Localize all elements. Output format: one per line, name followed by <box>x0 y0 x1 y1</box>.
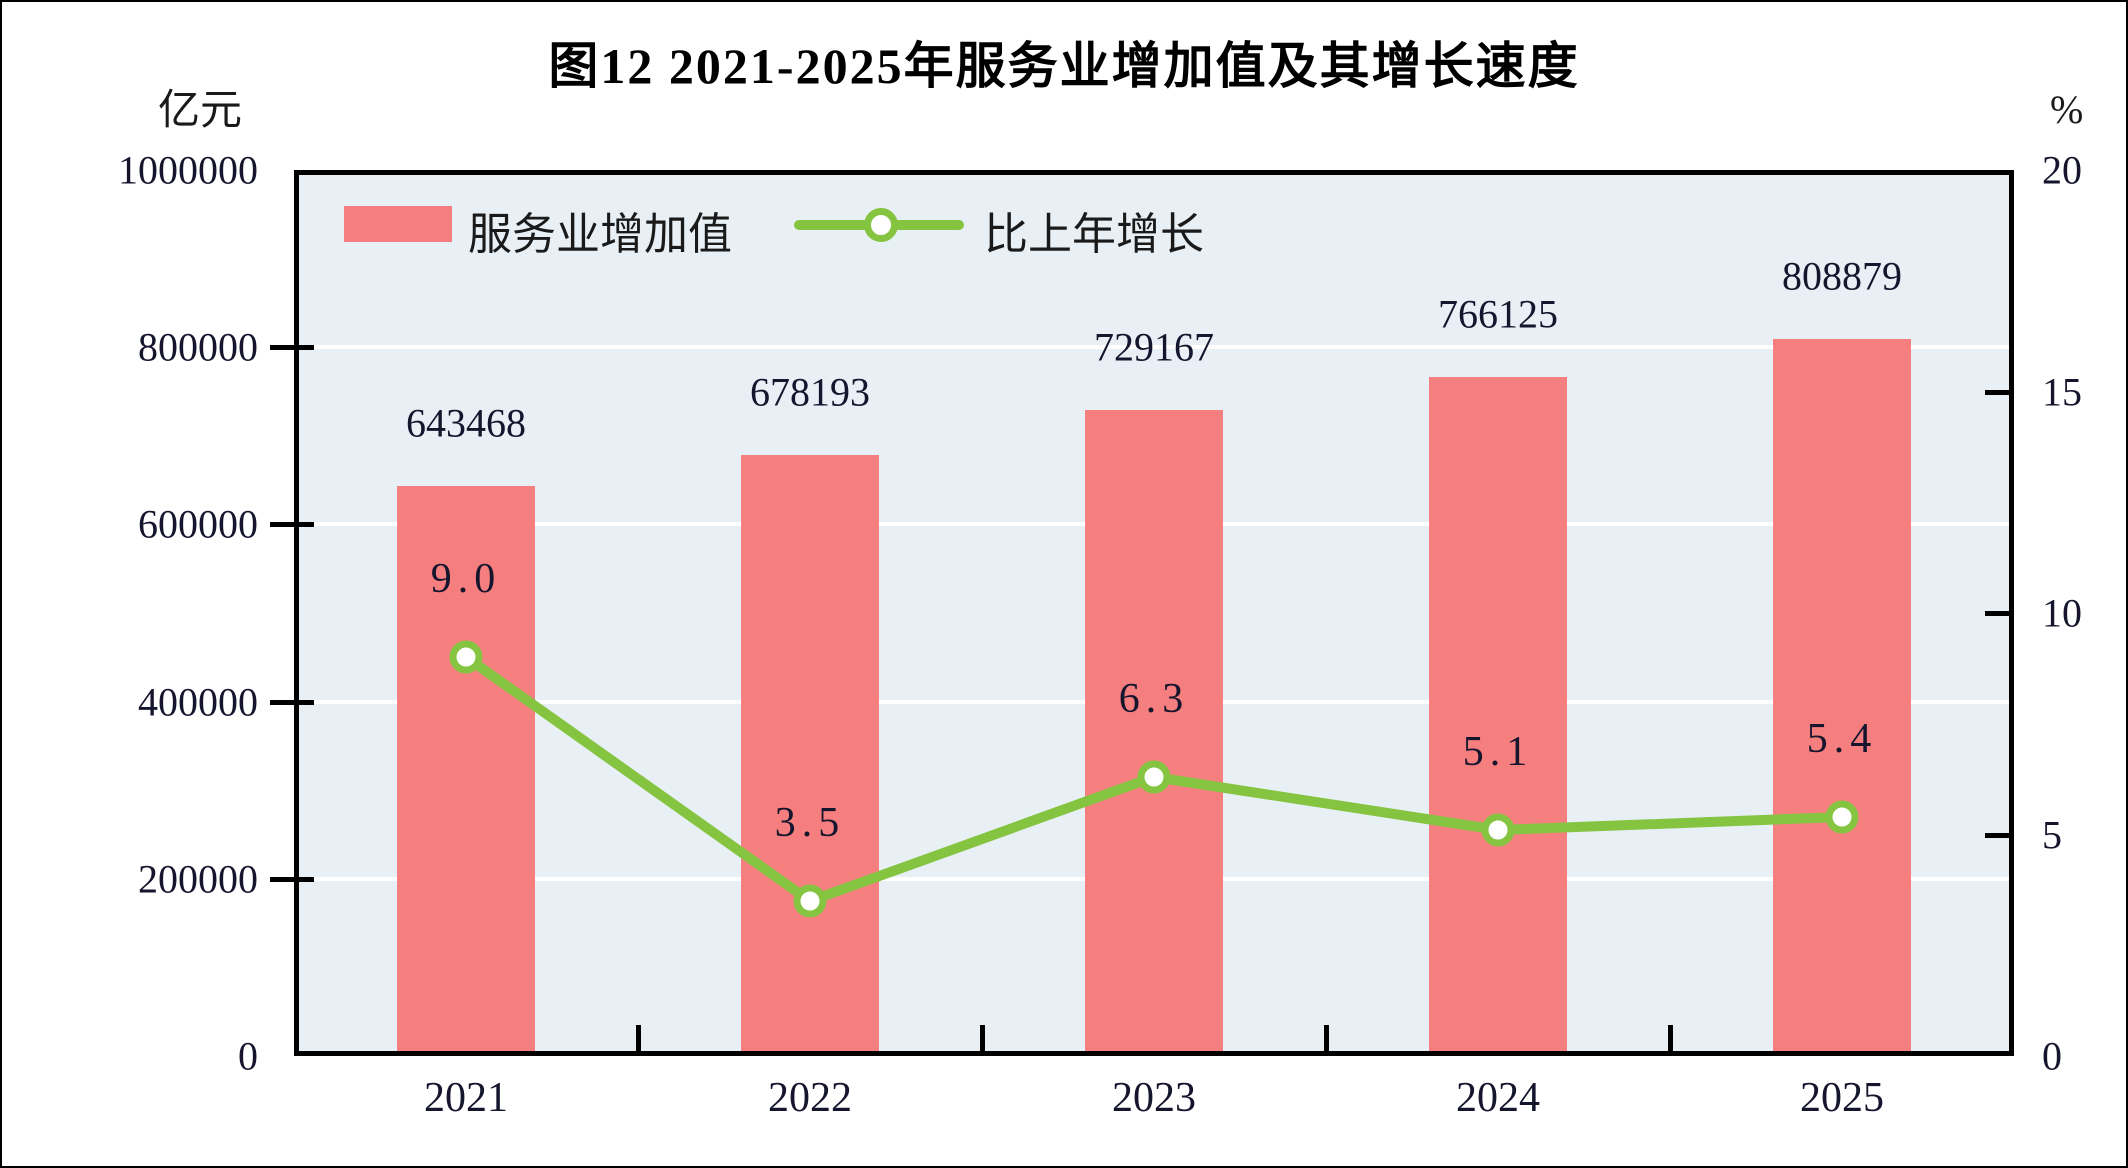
chart-title: 图12 2021-2025年服务业增加值及其增长速度 <box>548 38 1580 94</box>
x-tick-label-2021: 2021 <box>424 1075 508 1121</box>
growth-marker-2022 <box>793 884 827 918</box>
growth-marker-2023 <box>1137 760 1171 794</box>
right-axis-tick <box>1985 833 2009 838</box>
left-axis-tick-label: 600000 <box>138 501 258 547</box>
left-axis-tick-label: 400000 <box>138 679 258 725</box>
growth-line-layer <box>449 640 1859 918</box>
left-axis-tick-label: 800000 <box>138 324 258 370</box>
right-axis-tick-label: 15 <box>2042 369 2082 415</box>
right-axis-tick-label: 0 <box>2042 1033 2062 1079</box>
growth-value-label: 3.5 <box>774 800 846 846</box>
right-axis-tick-label: 10 <box>2042 590 2082 636</box>
right-axis-tick-label: 20 <box>2042 147 2082 193</box>
bar-value-label: 643468 <box>406 400 526 446</box>
right-axis-tick <box>1985 611 2009 616</box>
left-axis-unit: 亿元 <box>157 88 242 134</box>
bar-value-label: 808879 <box>1782 253 1902 299</box>
left-axis-tick <box>270 345 314 350</box>
x-tick-label-2024: 2024 <box>1456 1075 1540 1121</box>
x-tick-label-2022: 2022 <box>768 1075 852 1121</box>
growth-marker-2025 <box>1825 800 1859 834</box>
bar-2022 <box>741 455 879 1051</box>
bar-2024 <box>1429 377 1567 1051</box>
x-tick-label-2025: 2025 <box>1800 1075 1884 1121</box>
x-axis-tick <box>1668 1025 1673 1051</box>
legend-bar-label: 服务业增加值 <box>468 210 732 259</box>
left-axis-tick <box>270 877 314 882</box>
bar-2021 <box>397 486 535 1051</box>
growth-marker-2021 <box>449 640 483 674</box>
right-axis-tick <box>1985 390 2009 395</box>
right-axis-tick-label: 5 <box>2042 812 2062 858</box>
x-axis-tick <box>1324 1025 1329 1051</box>
legend-line-label: 比上年增长 <box>984 210 1204 259</box>
legend-bar-swatch <box>344 206 452 242</box>
bar-2025 <box>1773 339 1911 1051</box>
growth-value-label: 5.4 <box>1806 716 1878 762</box>
left-axis-tick-label: 0 <box>238 1033 258 1079</box>
x-tick-label-2023: 2023 <box>1112 1075 1196 1121</box>
x-axis-tick <box>980 1025 985 1051</box>
left-axis-tick <box>270 700 314 705</box>
growth-value-label: 6.3 <box>1118 676 1190 722</box>
growth-value-label: 9.0 <box>430 556 502 602</box>
left-axis-tick-label: 200000 <box>138 856 258 902</box>
left-axis-tick <box>270 522 314 527</box>
legend-line-marker-icon <box>864 208 898 242</box>
x-axis-tick <box>636 1025 641 1051</box>
right-axis-unit: % <box>2050 87 2084 132</box>
left-axis-tick-label: 1000000 <box>118 147 258 193</box>
gridline <box>299 345 2009 349</box>
growth-marker-2024 <box>1481 813 1515 847</box>
bar-value-label: 729167 <box>1094 324 1214 370</box>
bar-value-label: 766125 <box>1438 291 1558 337</box>
bar-value-label: 678193 <box>750 369 870 415</box>
growth-value-label: 5.1 <box>1462 729 1534 775</box>
bar-2023 <box>1085 410 1223 1051</box>
plot-area <box>294 170 2014 1056</box>
